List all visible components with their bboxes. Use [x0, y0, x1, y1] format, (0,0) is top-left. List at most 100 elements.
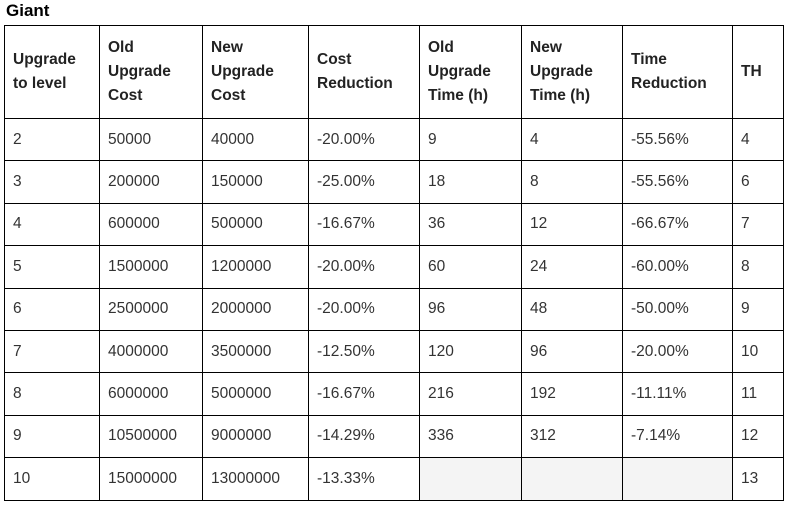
table-cell: 10500000: [99, 414, 203, 459]
table-cell: 4: [732, 117, 784, 162]
table-cell: -16.67%: [308, 372, 420, 416]
table-cell: 18: [419, 160, 522, 204]
table-title: Giant: [6, 1, 50, 20]
table-cell: 9000000: [202, 414, 309, 459]
table-cell: 120: [419, 329, 522, 374]
table-cell: -55.56%: [622, 117, 733, 162]
table-row: 4 600000 500000 -16.67% 36 12 -66.67% 7: [4, 202, 784, 247]
table-row: 10 15000000 13000000 -13.33% 13: [4, 457, 784, 501]
column-header-line: New: [530, 39, 562, 56]
table-cell: 12: [732, 414, 784, 459]
column-header-line: Upgrade: [108, 63, 171, 80]
table-cell: -14.29%: [308, 414, 420, 459]
table-cell: 216: [419, 372, 522, 416]
table-cell: 150000: [202, 160, 309, 204]
table-cell: 15000000: [99, 457, 203, 501]
column-header-line: Time: [631, 51, 667, 68]
column-header-line: to level: [13, 75, 67, 92]
column-header-line: Upgrade: [211, 63, 274, 80]
table-cell: 2000000: [202, 287, 309, 331]
column-header-line: Time (h): [530, 87, 590, 104]
column-header-line: Cost: [108, 87, 143, 104]
table-cell: 36: [419, 202, 522, 247]
column-header-line: Old: [428, 39, 454, 56]
table-cell: 4: [521, 117, 623, 162]
table-cell: 6: [4, 287, 100, 331]
table-cell: 5: [4, 245, 100, 289]
table-cell: 9: [4, 414, 100, 459]
table-cell: -11.11%: [622, 372, 733, 416]
table-row: 5 1500000 1200000 -20.00% 60 24 -60.00% 8: [4, 245, 784, 289]
column-header: TH: [732, 25, 784, 119]
table-row: 9 10500000 9000000 -14.29% 336 312 -7.14% 12: [4, 414, 784, 459]
table-cell: 96: [419, 287, 522, 331]
table-cell: 7: [4, 329, 100, 374]
column-header-line: Upgrade: [13, 51, 76, 68]
table-cell: -55.56%: [622, 160, 733, 204]
table-cell: 24: [521, 245, 623, 289]
table-cell: 11: [732, 372, 784, 416]
table-cell: -50.00%: [622, 287, 733, 331]
column-header: Cost Reduction: [308, 25, 420, 119]
table-cell: 9: [419, 117, 522, 162]
column-header: Old Upgrade Cost: [99, 25, 203, 119]
column-header: New Upgrade Cost: [202, 25, 309, 119]
column-header-line: New: [211, 39, 243, 56]
table-cell: 96: [521, 329, 623, 374]
table-cell: -20.00%: [308, 117, 420, 162]
column-header-line: Cost: [317, 51, 352, 68]
table-cell: -25.00%: [308, 160, 420, 204]
table-cell: -66.67%: [622, 202, 733, 247]
table-cell: 60: [419, 245, 522, 289]
table-cell: 5000000: [202, 372, 309, 416]
table-cell: 50000: [99, 117, 203, 162]
column-header-line: TH: [741, 63, 762, 80]
table-cell: [419, 457, 522, 501]
table-cell: 6: [732, 160, 784, 204]
table-cell: 4000000: [99, 329, 203, 374]
table-cell: 8: [521, 160, 623, 204]
table-cell: 2: [4, 117, 100, 162]
table-cell: 13: [732, 457, 784, 501]
table-row: 8 6000000 5000000 -16.67% 216 192 -11.11% 11: [4, 372, 784, 416]
table-cell: -12.50%: [308, 329, 420, 374]
column-header-line: Upgrade: [530, 63, 593, 80]
table-cell: 6000000: [99, 372, 203, 416]
table-cell: 8: [732, 245, 784, 289]
table-cell: 8: [4, 372, 100, 416]
column-header-line: Cost: [211, 87, 246, 104]
column-header: Upgrade to level: [4, 25, 100, 119]
column-header: Old Upgrade Time (h): [419, 25, 522, 119]
table-cell: 7: [732, 202, 784, 247]
table-cell: [521, 457, 623, 501]
table-cell: 3: [4, 160, 100, 204]
column-header: New Upgrade Time (h): [521, 25, 623, 119]
table-cell: -60.00%: [622, 245, 733, 289]
giant-upgrade-table: Upgrade to level Old Upgrade Cost New Upgrade C…: [4, 25, 784, 501]
table-cell: 9: [732, 287, 784, 331]
table-cell: 12: [521, 202, 623, 247]
table-cell: 600000: [99, 202, 203, 247]
table-cell: 192: [521, 372, 623, 416]
table-cell: -7.14%: [622, 414, 733, 459]
table-row: 3 200000 150000 -25.00% 18 8 -55.56% 6: [4, 160, 784, 204]
table-cell: 40000: [202, 117, 309, 162]
table-cell: -13.33%: [308, 457, 420, 501]
column-header-line: Reduction: [317, 75, 393, 92]
table-cell: 10: [732, 329, 784, 374]
column-header-line: Time (h): [428, 87, 488, 104]
table-cell: 2500000: [99, 287, 203, 331]
table-body: 2 50000 40000 -20.00% 9 4 -55.56% 4 3 200000 15000…: [4, 117, 784, 501]
table-cell: 1200000: [202, 245, 309, 289]
table-cell: 48: [521, 287, 623, 331]
column-header-line: Reduction: [631, 75, 707, 92]
column-header-line: Old: [108, 39, 134, 56]
table-row: 2 50000 40000 -20.00% 9 4 -55.56% 4: [4, 117, 784, 162]
table-row: 7 4000000 3500000 -12.50% 120 96 -20.00% 10: [4, 329, 784, 374]
table-cell: 336: [419, 414, 522, 459]
table-cell: 4: [4, 202, 100, 247]
column-header: Time Reduction: [622, 25, 733, 119]
header-row: Upgrade to level Old Upgrade Cost New Upgrade C…: [4, 25, 784, 119]
column-header-line: Upgrade: [428, 63, 491, 80]
table-cell: 312: [521, 414, 623, 459]
